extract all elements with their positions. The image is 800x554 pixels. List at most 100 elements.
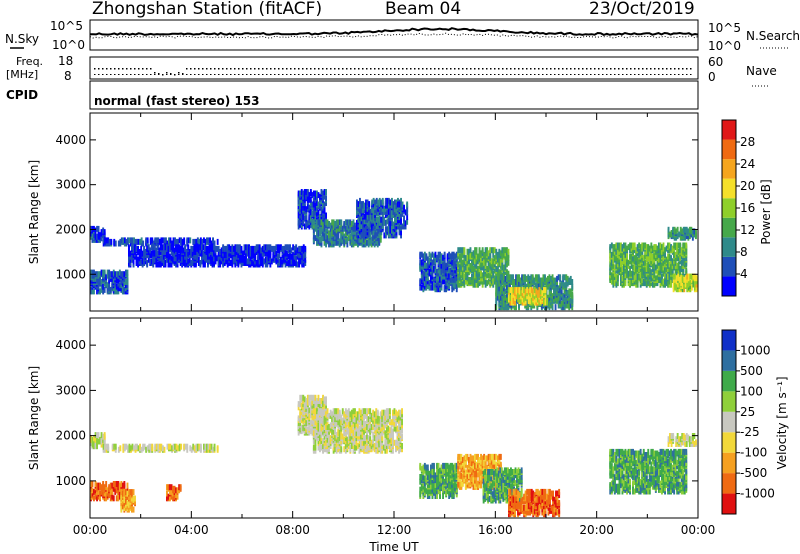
range-cell xyxy=(464,270,467,277)
range-cell xyxy=(400,207,402,214)
nave-dot xyxy=(246,74,248,75)
range-cell xyxy=(398,201,401,208)
range-cell xyxy=(507,270,510,277)
range-cell xyxy=(507,274,510,281)
range-cell xyxy=(139,443,141,450)
range-cell xyxy=(347,225,350,232)
range-cell xyxy=(472,250,475,257)
range-cell xyxy=(659,277,662,283)
range-cell xyxy=(610,272,613,279)
range-cell xyxy=(322,228,324,235)
range-cell xyxy=(363,221,366,228)
nave-dot xyxy=(470,74,472,75)
range-cell xyxy=(406,214,409,221)
range-cell xyxy=(264,261,267,268)
range-cell xyxy=(287,244,290,251)
range-cell xyxy=(175,249,177,255)
freq-dot xyxy=(638,68,640,70)
range-cell xyxy=(521,287,524,294)
range-cell xyxy=(199,237,202,244)
freq-dot xyxy=(686,68,688,70)
range-cell xyxy=(297,218,300,225)
range-cell xyxy=(524,288,527,295)
freq-dot xyxy=(442,68,444,70)
range-cell xyxy=(672,283,675,289)
range-cell xyxy=(437,278,440,285)
range-cell xyxy=(544,291,547,298)
range-cell xyxy=(226,247,229,254)
range-cell xyxy=(667,253,669,260)
range-cell xyxy=(484,262,487,269)
range-cell xyxy=(502,264,505,271)
range-cell xyxy=(132,252,135,259)
range-cell xyxy=(335,227,338,234)
range-cell xyxy=(638,242,641,249)
freq-dot xyxy=(190,68,192,70)
range-cell xyxy=(341,238,344,245)
range-cell xyxy=(179,255,182,262)
range-cell xyxy=(509,274,511,281)
range-cell xyxy=(129,250,132,257)
range-cell xyxy=(193,244,196,251)
range-cell xyxy=(480,261,482,268)
range-cell xyxy=(678,231,681,238)
range-cell xyxy=(297,190,300,197)
range-cell xyxy=(644,251,647,258)
range-cell xyxy=(684,275,687,282)
range-cell xyxy=(647,275,650,282)
range-cell xyxy=(90,230,92,237)
range-cell xyxy=(484,273,487,280)
range-cell xyxy=(117,271,120,278)
range-cell xyxy=(311,221,314,228)
range-cell xyxy=(543,299,545,306)
range-cell xyxy=(158,260,161,266)
range-cell xyxy=(504,304,507,311)
range-cell xyxy=(487,250,490,257)
nave-dot xyxy=(570,74,572,75)
range-cell xyxy=(458,253,461,260)
range-cell xyxy=(366,213,369,220)
range-cell xyxy=(181,255,184,262)
range-cell xyxy=(389,215,392,222)
range-cell xyxy=(693,281,696,288)
range-cell xyxy=(118,285,121,292)
range-cell xyxy=(103,229,106,236)
range-cell xyxy=(99,288,101,295)
range-cell xyxy=(365,202,367,209)
range-cell xyxy=(472,259,475,266)
range-cell xyxy=(392,229,395,236)
range-cell xyxy=(557,302,560,309)
range-cell xyxy=(369,221,372,228)
range-cell xyxy=(220,252,223,259)
range-cell xyxy=(687,273,690,280)
freq-dot xyxy=(338,68,340,70)
freq-label-line2: [MHz] xyxy=(6,68,38,81)
range-cell xyxy=(372,216,375,223)
range-cell xyxy=(442,267,444,274)
range-cell xyxy=(651,275,654,282)
range-cell xyxy=(145,237,148,244)
range-cell xyxy=(551,274,554,281)
range-cell xyxy=(677,261,680,268)
range-cell xyxy=(192,238,195,245)
range-cell xyxy=(94,236,97,243)
range-cell xyxy=(111,275,114,282)
range-cell xyxy=(425,270,428,277)
range-cell xyxy=(472,256,475,263)
range-cell xyxy=(138,249,141,255)
range-cell xyxy=(624,259,627,266)
range-cell xyxy=(140,237,143,244)
nave-dot xyxy=(98,74,100,75)
freq-dot xyxy=(230,68,232,70)
freq-dot xyxy=(670,68,672,70)
range-cell xyxy=(225,245,228,252)
range-cell xyxy=(269,249,272,255)
freq-dot xyxy=(270,68,272,70)
range-cell xyxy=(544,274,546,281)
range-cell xyxy=(323,189,326,195)
nave-dot xyxy=(290,74,292,75)
range-cell xyxy=(425,281,428,288)
range-cell xyxy=(661,261,663,268)
range-cell xyxy=(287,253,290,260)
